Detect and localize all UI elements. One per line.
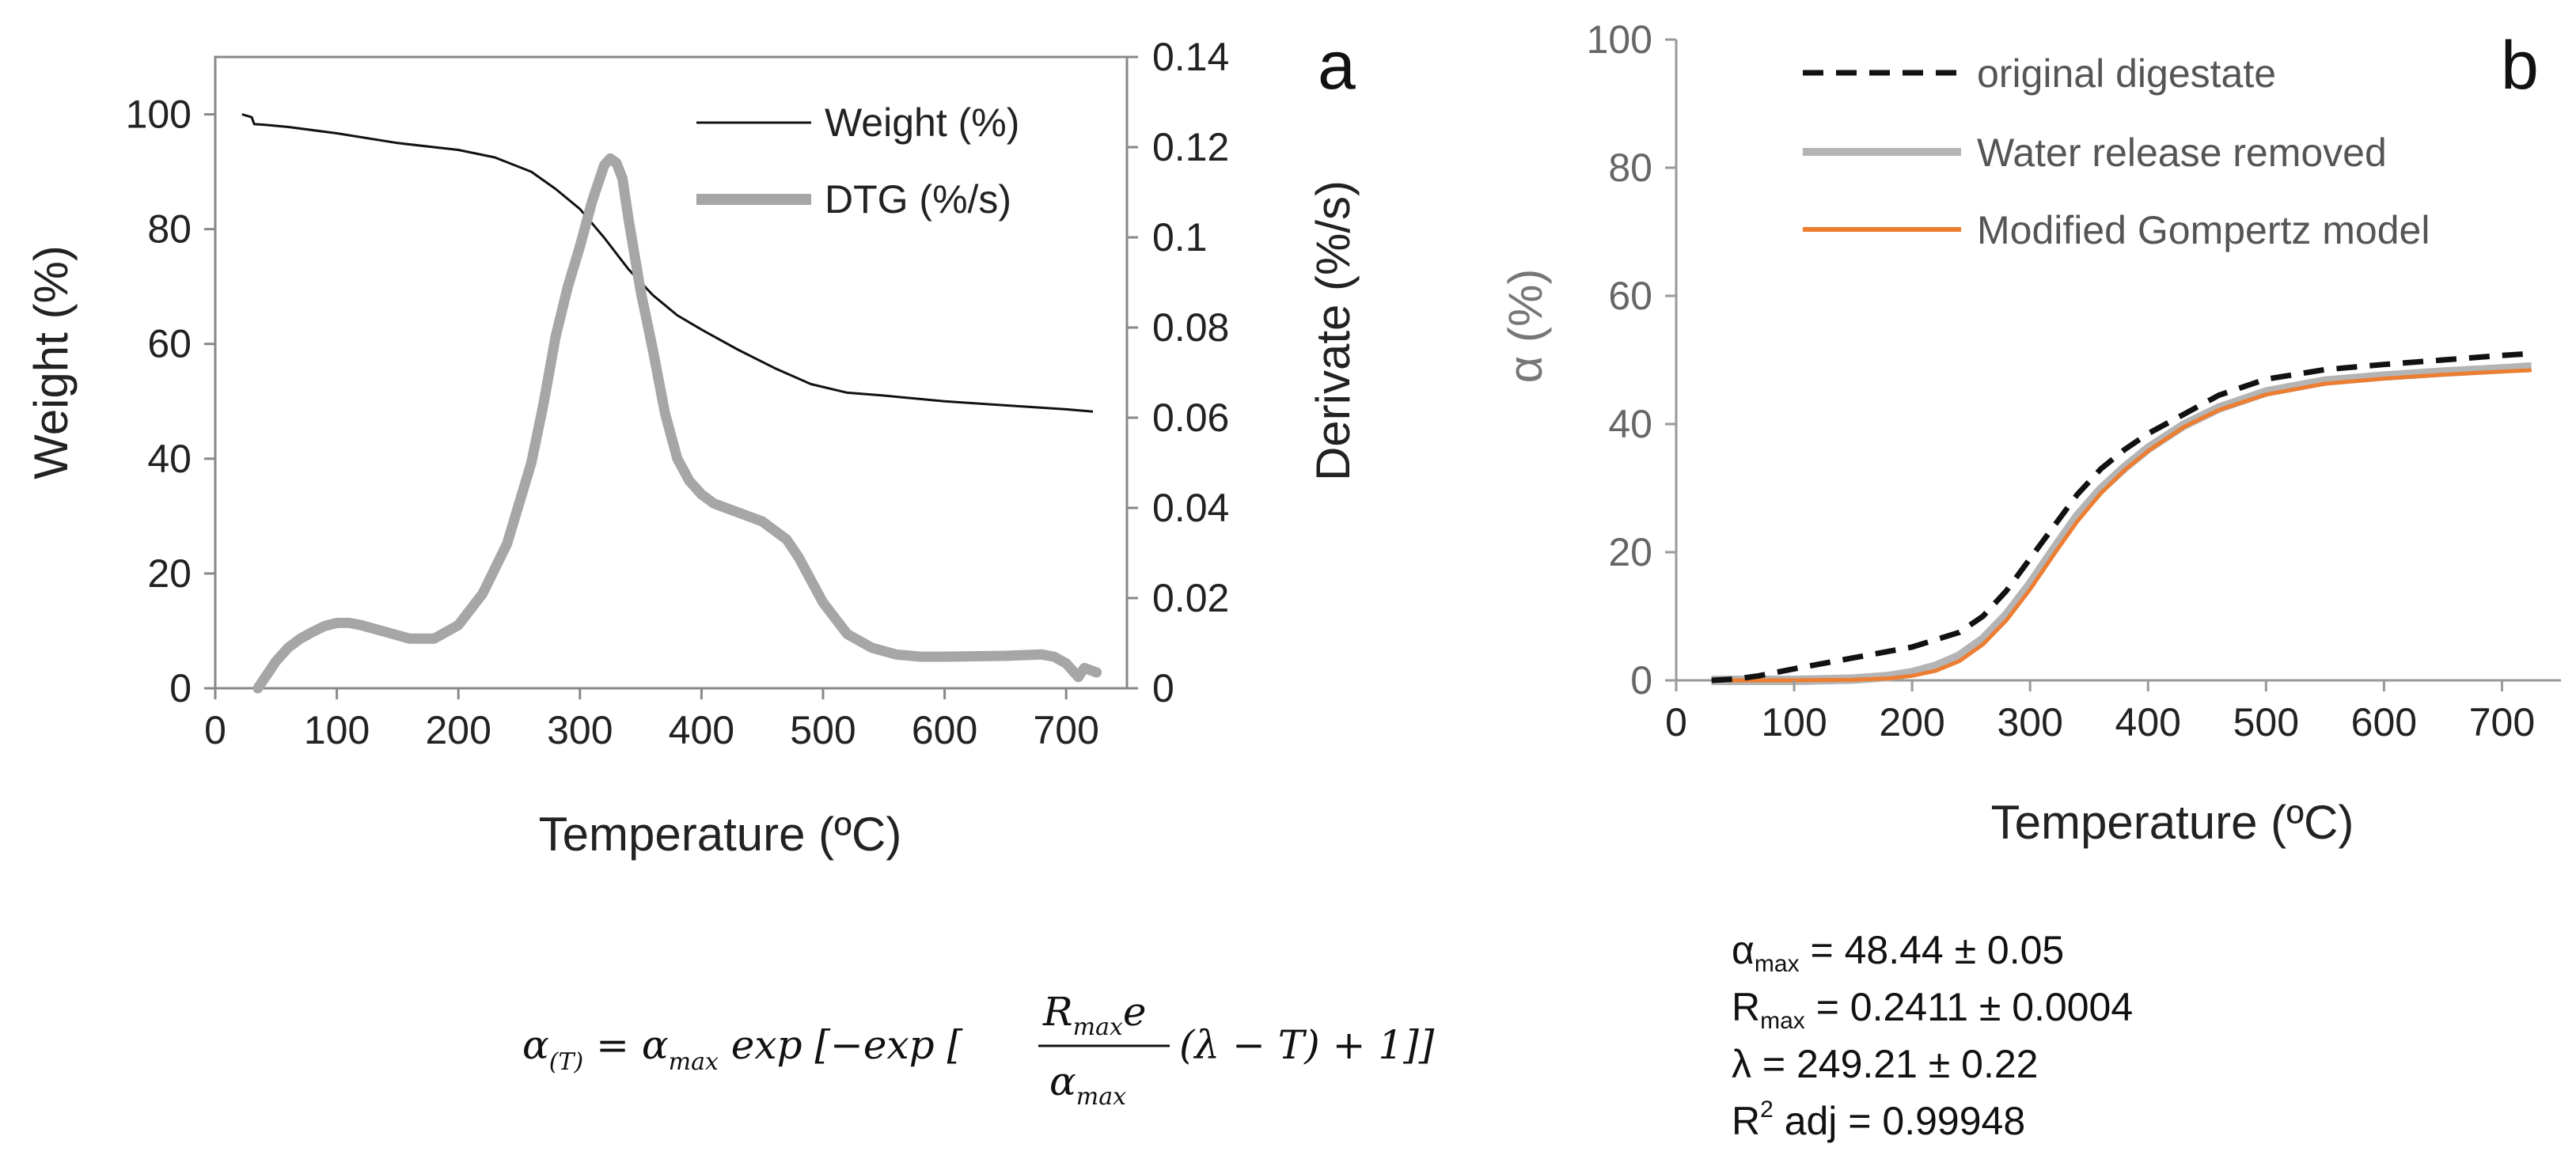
legend-label-dtg: DTG (%/s) — [825, 177, 1011, 222]
formula-eq: = — [583, 1022, 642, 1068]
param-symbol: λ — [1732, 1042, 1751, 1086]
param-value: = 0.2411 ± 0.0004 — [1805, 985, 2133, 1029]
y-tick-label: 40 — [147, 437, 192, 481]
param-value: = 48.44 ± 0.05 — [1800, 928, 2065, 972]
y-tick-label: 60 — [147, 322, 192, 366]
y2-tick-label: 0.02 — [1152, 576, 1229, 620]
y-tick-label: 80 — [1608, 146, 1652, 190]
x-tick-label: 600 — [912, 708, 977, 752]
y-tick-label: 60 — [1608, 274, 1652, 318]
panel-b-ticks: 0 100 200 300 400 500 600 700 0 20 40 60 80 100 — [1587, 17, 2536, 744]
series-line-weight — [241, 113, 1094, 413]
formula-left: α(T) = αmax exp [−exp [ — [522, 1022, 963, 1076]
panel-a-plot-frame — [214, 55, 1129, 690]
series-line-dtg — [252, 153, 1102, 694]
y2-tick-label: 0.04 — [1152, 486, 1229, 530]
y2-tick-label: 0.06 — [1152, 396, 1229, 440]
y-tick-label: 0 — [1630, 658, 1652, 703]
y-tick-label: 20 — [1608, 530, 1652, 574]
panel-b-legend: original digestate Water release removed… — [1803, 51, 2430, 252]
param-sub: max — [1760, 1008, 1805, 1034]
gompertz-formula: α(T) = αmax exp [−exp [ Rmaxe αmax (λ − … — [522, 989, 1435, 1111]
panel-b-series — [1711, 350, 2532, 685]
fit-parameter-line: αmax = 48.44 ± 0.05 — [1732, 928, 2064, 977]
panel-a-axes — [214, 55, 1129, 690]
param-sup: 2 — [1760, 1096, 1774, 1123]
series-line-gompertz — [1711, 368, 2532, 683]
panel-a-y2label: Derivate (%/s) — [1307, 180, 1360, 481]
legend-label-water: Water release removed — [1977, 131, 2387, 175]
formula-num-sub: max — [1073, 1013, 1123, 1041]
y-tick-label: 80 — [147, 207, 192, 252]
formula-num-e: e — [1123, 989, 1147, 1035]
panel-b-tag: b — [2501, 28, 2539, 104]
formula-amax-sub: max — [669, 1048, 719, 1076]
formula-numerator: Rmaxe — [1042, 989, 1147, 1041]
x-tick-label: 0 — [204, 708, 226, 752]
panel-a: 0 100 200 300 400 500 600 700 0 20 40 60 80 100 0 0.02 0… — [25, 28, 1360, 861]
y2-tick-label: 0 — [1152, 666, 1174, 710]
panel-b-xlabel: Temperature (ºC) — [1991, 796, 2354, 849]
panel-a-ylabel: Weight (%) — [25, 245, 78, 479]
formula-den: α — [1049, 1058, 1076, 1104]
fit-parameter-line: λ = 249.21 ± 0.22 — [1732, 1042, 2038, 1086]
formula-num: R — [1042, 989, 1073, 1035]
x-tick-label: 0 — [1665, 700, 1687, 744]
formula-tail: (λ − T) + 1]] — [1179, 1022, 1435, 1068]
formula-lhs-sub: (T) — [549, 1048, 583, 1076]
x-tick-label: 500 — [790, 708, 856, 752]
param-symbol: R — [1732, 1099, 1760, 1143]
formula-denominator: αmax — [1049, 1058, 1126, 1111]
x-tick-label: 200 — [1879, 700, 1944, 744]
series-line-original — [1711, 350, 2532, 684]
panel-a-ticks: 0 100 200 300 400 500 600 700 0 20 40 60 80 100 0 0.02 0… — [126, 35, 1230, 752]
fit-parameter-line: Rmax = 0.2411 ± 0.0004 — [1732, 985, 2133, 1034]
x-tick-label: 500 — [2233, 700, 2299, 744]
legend-label-original: original digestate — [1977, 51, 2276, 96]
panel-a-legend: Weight (%) DTG (%/s) — [696, 100, 1019, 222]
param-sub: max — [1755, 951, 1800, 977]
param-symbol: R — [1732, 985, 1760, 1029]
fit-parameter-line: R2 adj = 0.99948 — [1732, 1096, 2025, 1143]
formula-amax: α — [642, 1022, 669, 1068]
formula-lhs: α — [522, 1022, 549, 1068]
y2-tick-label: 0.08 — [1152, 305, 1229, 350]
y-tick-label: 40 — [1608, 402, 1652, 446]
y-tick-label: 100 — [126, 93, 192, 137]
x-tick-label: 200 — [425, 708, 491, 752]
y2-tick-label: 0.14 — [1152, 35, 1229, 79]
x-tick-label: 700 — [2469, 700, 2535, 744]
y-tick-label: 20 — [147, 551, 192, 596]
y2-tick-label: 0.1 — [1152, 215, 1208, 259]
legend-label-weight: Weight (%) — [825, 100, 1019, 145]
x-tick-label: 400 — [669, 708, 734, 752]
param-value: adj = 0.99948 — [1774, 1099, 2025, 1143]
y-tick-label: 0 — [169, 666, 192, 710]
param-value: = 249.21 ± 0.22 — [1751, 1042, 2038, 1086]
series-line-water — [1711, 362, 2532, 685]
panel-b-ylabel: α (%) — [1499, 269, 1552, 384]
panel-a-series — [241, 113, 1102, 694]
panel-a-tag: a — [1318, 28, 1356, 104]
formula-exp: exp [−exp [ — [719, 1022, 963, 1068]
y2-tick-label: 0.12 — [1152, 125, 1229, 169]
y-tick-label: 100 — [1587, 17, 1652, 62]
formula-den-sub: max — [1076, 1083, 1126, 1111]
panel-b: 0 100 200 300 400 500 600 700 0 20 40 60 80 100 Tempe… — [1499, 17, 2561, 849]
x-tick-label: 400 — [2115, 700, 2181, 744]
x-tick-label: 700 — [1033, 708, 1098, 752]
x-tick-label: 300 — [547, 708, 613, 752]
x-tick-label: 100 — [304, 708, 370, 752]
param-symbol: α — [1732, 928, 1755, 972]
legend-label-gompertz: Modified Gompertz model — [1977, 208, 2430, 252]
x-tick-label: 600 — [2351, 700, 2417, 744]
panel-a-xlabel: Temperature (ºC) — [539, 808, 902, 861]
x-tick-label: 300 — [1997, 700, 2062, 744]
x-tick-label: 100 — [1761, 700, 1827, 744]
